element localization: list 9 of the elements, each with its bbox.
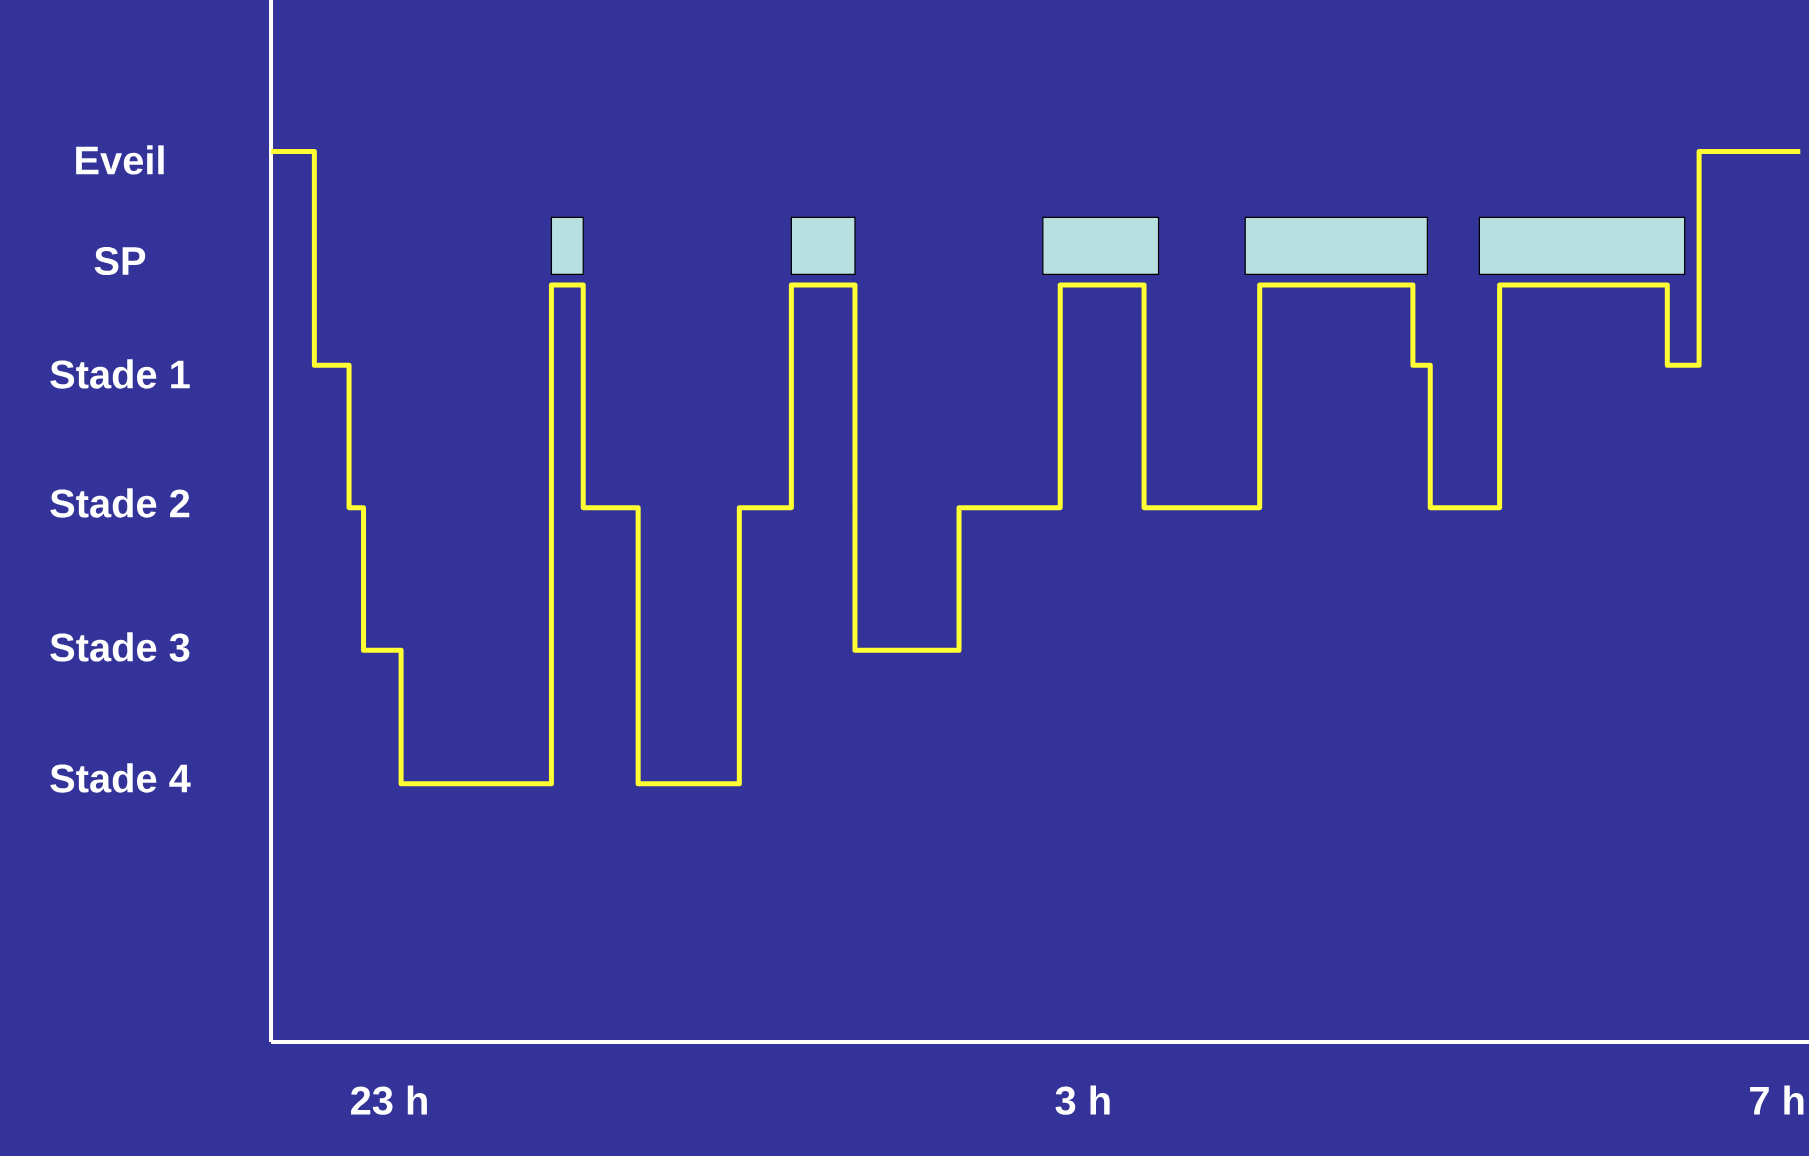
text: SP [94, 246, 146, 276]
text: Stade 2 [50, 488, 190, 518]
text: Eveil [76, 145, 164, 175]
x-tick-label: 7 h [1750, 1085, 1804, 1115]
x-tick-label: 3 h [1055, 1085, 1110, 1115]
text: Stade 4 [50, 763, 191, 793]
text: Stade 3 [50, 632, 190, 662]
text: Stade 1 [50, 359, 190, 389]
x-tick-label: 23 h [351, 1085, 427, 1115]
